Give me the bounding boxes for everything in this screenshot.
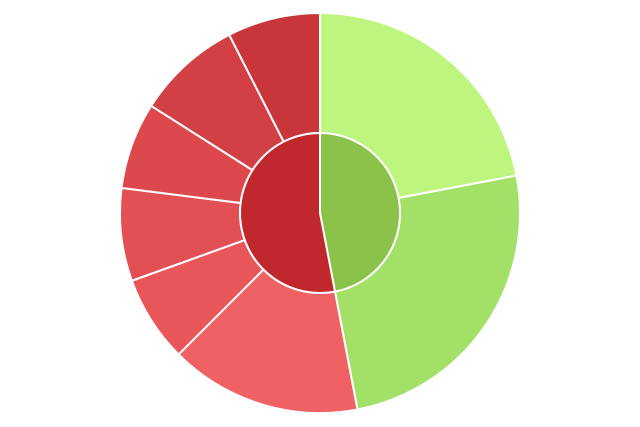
inner-ring [239,132,401,294]
outer-ring [119,12,521,414]
inner-slice-2[interactable] [239,132,336,294]
inner-slice-1[interactable] [319,132,401,293]
